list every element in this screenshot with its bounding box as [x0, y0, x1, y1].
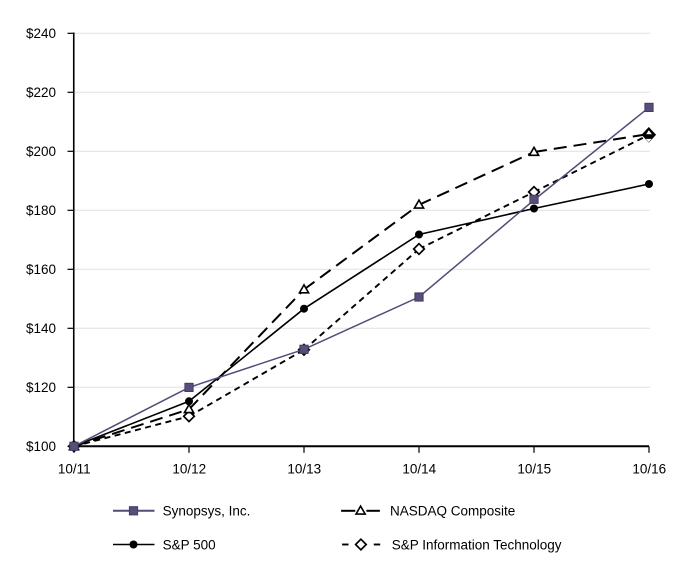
- svg-text:10/11: 10/11: [58, 461, 91, 476]
- svg-text:10/12: 10/12: [172, 461, 206, 476]
- svg-text:S&P 500: S&P 500: [163, 537, 216, 552]
- svg-text:10/16: 10/16: [632, 461, 666, 476]
- svg-text:$100: $100: [26, 439, 56, 454]
- svg-text:10/13: 10/13: [287, 461, 321, 476]
- svg-text:NASDAQ Composite: NASDAQ Composite: [390, 504, 515, 519]
- svg-text:S&P Information Technology: S&P Information Technology: [392, 537, 562, 552]
- svg-text:$120: $120: [26, 380, 56, 395]
- svg-text:Synopsys, Inc.: Synopsys, Inc.: [163, 504, 251, 519]
- svg-text:$160: $160: [26, 262, 56, 277]
- svg-text:$200: $200: [26, 144, 56, 159]
- svg-text:$140: $140: [26, 321, 56, 336]
- svg-text:10/14: 10/14: [402, 461, 436, 476]
- svg-text:$220: $220: [26, 85, 56, 100]
- svg-text:10/15: 10/15: [517, 461, 551, 476]
- svg-text:$180: $180: [26, 203, 56, 218]
- svg-text:$240: $240: [26, 26, 56, 41]
